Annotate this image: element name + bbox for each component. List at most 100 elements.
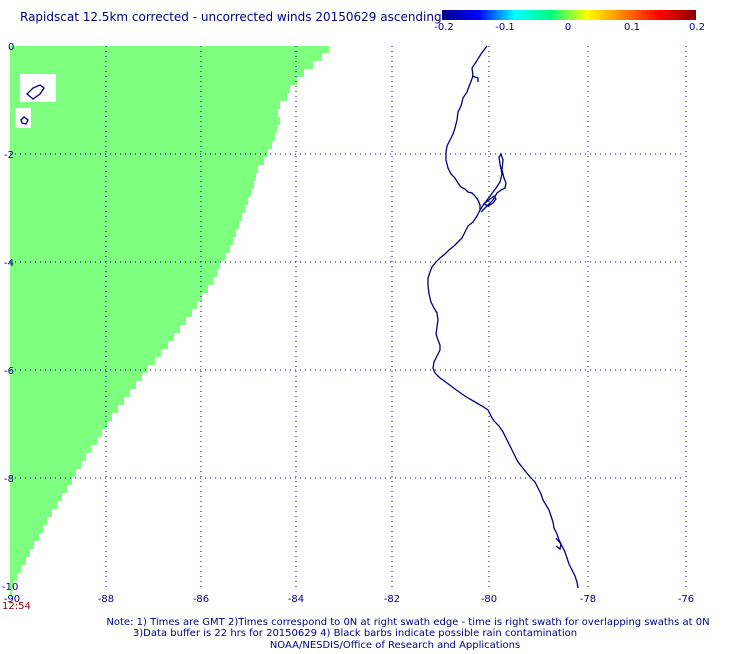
swath-row [10,357,155,365]
swath-row [10,405,118,413]
swath-row [10,69,304,77]
coastline-gulf-north [479,152,507,213]
swath-row [10,421,107,429]
swath-row [10,165,258,173]
coastline-estuary [555,537,562,551]
x-tick-label: -82 [384,594,400,605]
swath-row [10,509,52,517]
swath-row [10,429,102,437]
swath-row [10,525,43,533]
swath-row [10,365,148,373]
colorbar-label-m02: -0.2 [434,22,454,33]
swath-row [10,93,287,101]
swath-row [10,205,245,213]
footer-notes: Note: 1) Times are GMT 2)Times correspon… [106,617,709,651]
swath-row [10,157,264,165]
swath-row [10,221,239,229]
swath-row [10,245,230,253]
swath-row [10,381,136,389]
swath-row [10,397,124,405]
colorbar-label-0: 0 [565,22,571,33]
y-tick-label: -8 [4,474,14,485]
swath-row [10,493,62,501]
swath-row [10,573,17,581]
swath-row [10,109,278,117]
y-tick-label: -10 [2,582,18,593]
swath-row [10,325,180,333]
swath-row [10,333,174,341]
colorbar-label-m01: -0.1 [495,22,515,33]
x-tick-label: -78 [580,594,596,605]
swath-row [10,501,57,509]
swath-row [10,437,97,445]
land-mask [20,74,56,102]
map-title: Rapidscat 12.5km corrected - uncorrected… [20,10,442,24]
colorbar-label-01: 0.1 [624,22,640,33]
swath-row [10,253,225,261]
swath-row [10,389,130,397]
footer-note-line-2: 3)Data buffer is 22 hrs for 20150629 4) … [133,628,577,639]
swath-row [10,181,254,189]
coastline-island-galapagos-b [20,116,29,125]
x-tick-label: -80 [481,594,497,605]
swath-row [10,549,30,557]
swath-row [10,61,313,69]
land-mask [0,84,10,92]
wind-swath [0,46,329,597]
swath-row [10,229,236,237]
swath-row [10,557,26,565]
y-tick-label: -4 [4,258,14,269]
swath-row [10,341,168,349]
swath-row [10,269,217,277]
x-axis: -90 -88 -86 -84 -82 -80 -78 -76 [4,594,694,605]
swath-row [10,309,192,317]
swath-row [10,261,220,269]
swath-row [10,85,290,93]
swath-row [10,301,197,309]
coastline-island-galapagos-a [26,84,45,100]
swath-row [10,461,81,469]
swath-row [10,317,186,325]
swath-row [10,485,67,493]
footer-note-line-1: Note: 1) Times are GMT 2)Times correspon… [106,617,709,628]
footer-credit: NOAA/NESDIS/Office of Research and Appli… [270,640,520,650]
coastline [20,45,579,589]
swath-row [10,189,251,197]
swath-row [10,349,161,357]
colorbar: -0.2 -0.1 0 0.1 0.2 [434,10,705,33]
y-axis: 0 -2 -4 -6 -8 -10 [2,42,18,593]
swath-row [10,101,280,109]
y-tick-label: -6 [4,366,14,377]
x-tick-label: -90 [4,594,20,605]
y-tick-label: 0 [8,42,14,53]
swath-row [10,285,208,293]
coastline-island [482,195,497,207]
swath-row [10,413,112,421]
swath-row [10,277,213,285]
colorbar-gradient [442,10,696,20]
x-tick-label: -76 [678,594,694,605]
swath-row [10,213,242,221]
swath-row [10,469,76,477]
swath-row [10,149,268,157]
colorbar-label-02: 0.2 [689,22,705,33]
swath-row [10,453,86,461]
swath-row [10,173,256,181]
swath-row [10,141,272,149]
swath-row [10,445,91,453]
swath-row [10,589,12,597]
swath-row [10,46,329,53]
swath-row [10,77,297,85]
grid-lines [10,46,687,588]
swath-row [10,373,142,381]
swath-row [10,581,14,589]
swath-row [10,541,34,549]
x-tick-label: -84 [288,594,304,605]
x-tick-label: -86 [193,594,209,605]
swath-row [10,533,39,541]
swath-row [10,197,248,205]
y-tick-label: -2 [4,150,14,161]
coastline-main [427,45,579,589]
x-tick-label: -88 [98,594,114,605]
